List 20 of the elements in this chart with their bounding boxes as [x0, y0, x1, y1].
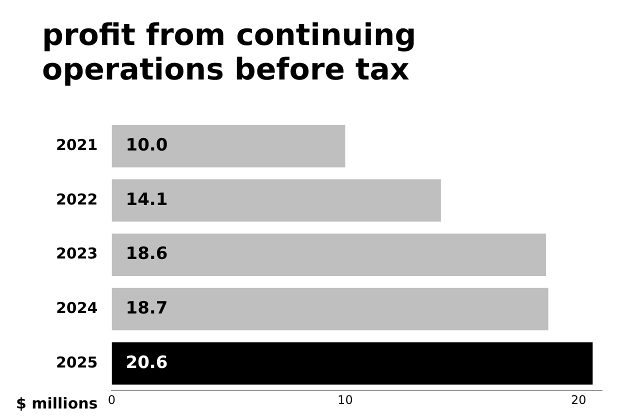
y-tick-label: 2025 [56, 353, 98, 372]
bar [112, 288, 548, 330]
y-tick-label: 2023 [56, 244, 98, 263]
data-label: 14.1 [126, 190, 168, 210]
data-label: 18.7 [126, 298, 168, 319]
y-tick-label: 2022 [56, 190, 98, 208]
y-tick-label: 2024 [56, 299, 98, 318]
bar [112, 124, 346, 168]
x-tick-label: 20 [571, 392, 586, 407]
x-tick-label: 10 [338, 392, 353, 407]
bar [112, 234, 546, 276]
chart-title: profit from continuing operations before tax [42, 18, 416, 88]
bar [112, 179, 441, 222]
x-axis-title: $ millions [16, 394, 98, 412]
data-label: 20.6 [126, 352, 168, 373]
data-label: 18.6 [126, 244, 168, 264]
x-tick-label: 0 [108, 392, 116, 407]
data-label: 10.0 [126, 136, 168, 156]
y-tick-label: 2021 [56, 136, 98, 154]
bar [112, 342, 593, 385]
